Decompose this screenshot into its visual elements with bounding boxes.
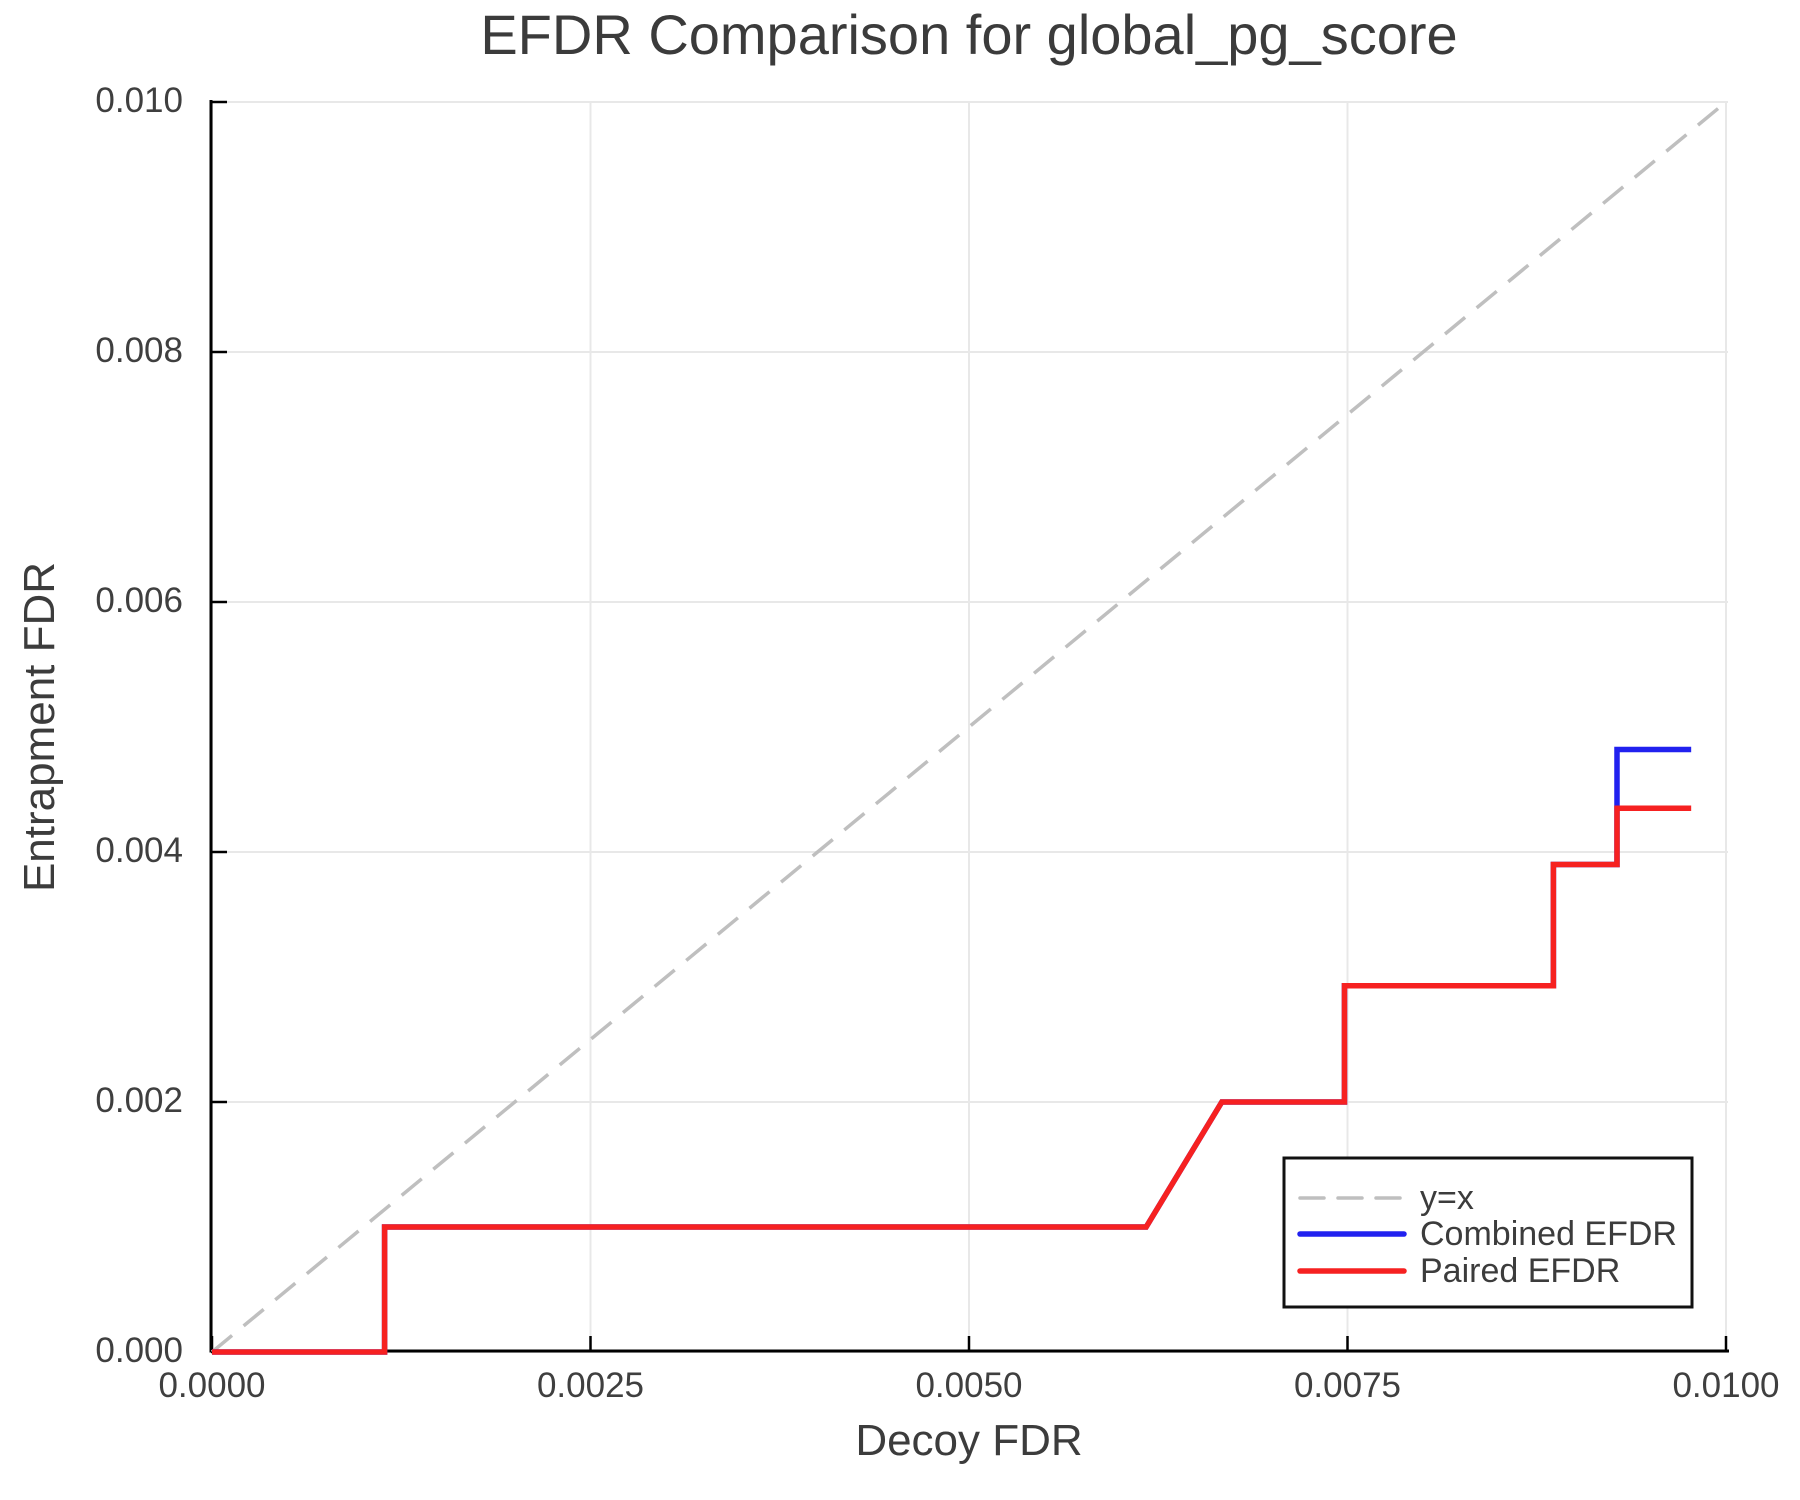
series-line-paired-efdr bbox=[212, 805, 1692, 1355]
x-tick-label: 0.0050 bbox=[915, 1366, 1023, 1405]
x-tick-label: 0.0075 bbox=[1293, 1366, 1402, 1405]
x-tick-label: 0.0025 bbox=[536, 1366, 645, 1405]
series-lines bbox=[210, 100, 1728, 1355]
y-tick-label: 0.008 bbox=[95, 331, 183, 370]
y-tick-label: 0.002 bbox=[95, 1081, 183, 1120]
x-tick-label: 0.0000 bbox=[158, 1366, 266, 1405]
y-tick-label: 0.006 bbox=[95, 581, 183, 620]
x-axis-label: Decoy FDR bbox=[855, 1416, 1083, 1465]
axes bbox=[209, 100, 1729, 1354]
legend-label: Combined EFDR bbox=[1420, 1215, 1677, 1253]
y-tick-label: 0.000 bbox=[95, 1331, 183, 1370]
gridlines bbox=[211, 101, 1728, 1353]
y-tick-label: 0.010 bbox=[95, 81, 183, 120]
legend-label: y=x bbox=[1420, 1179, 1474, 1217]
legend-label: Paired EFDR bbox=[1420, 1252, 1620, 1290]
chart-title: EFDR Comparison for global_pg_score bbox=[480, 3, 1458, 66]
y-tick-label: 0.004 bbox=[95, 831, 183, 870]
x-tick-label: 0.0100 bbox=[1672, 1366, 1780, 1405]
